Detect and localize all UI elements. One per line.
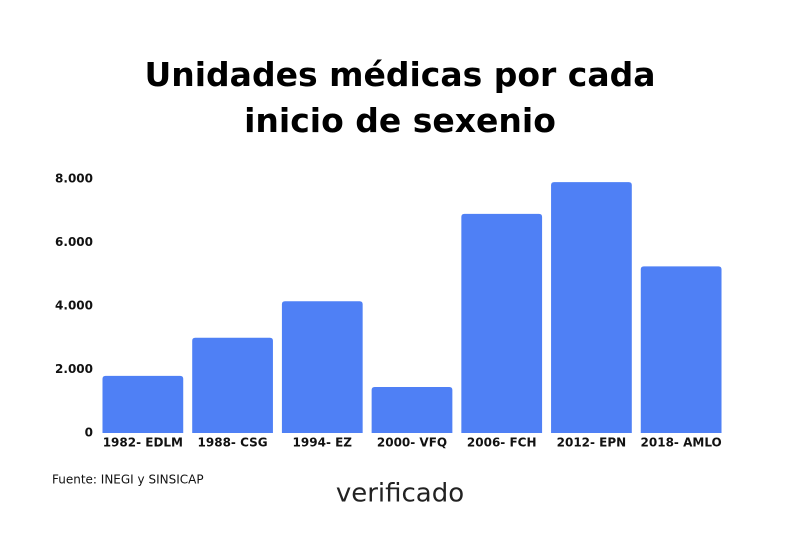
bar <box>281 301 363 433</box>
x-tick-label: 2012- EPN <box>557 436 627 450</box>
bar <box>461 213 543 433</box>
logo: verificado <box>336 479 464 509</box>
bar <box>102 375 184 433</box>
source: Fuente: INEGI y SINSICAP <box>52 473 204 487</box>
x-tick-label: 2006- FCH <box>467 436 537 450</box>
x-tick-label: 1994- EZ <box>293 436 353 450</box>
x-tick-label: 2018- AMLO <box>641 436 722 450</box>
y-tick-label: 4.000 <box>55 299 93 313</box>
chart-title: Unidades médicas por cada inicio de sexe… <box>144 55 656 140</box>
x-tick-label: 2000- VFQ <box>377 436 447 450</box>
bar <box>640 266 722 433</box>
bar <box>371 386 453 433</box>
x-tick-label: 1988- CSG <box>198 436 268 450</box>
y-tick-label: 0 <box>85 426 93 440</box>
y-tick-label: 6.000 <box>55 235 93 249</box>
x-tick-label: 1982- EDLM <box>103 436 183 450</box>
bar <box>192 337 273 433</box>
y-tick-label: 2.000 <box>55 362 93 376</box>
bar <box>551 182 632 433</box>
y-tick-label: 8.000 <box>55 172 93 186</box>
